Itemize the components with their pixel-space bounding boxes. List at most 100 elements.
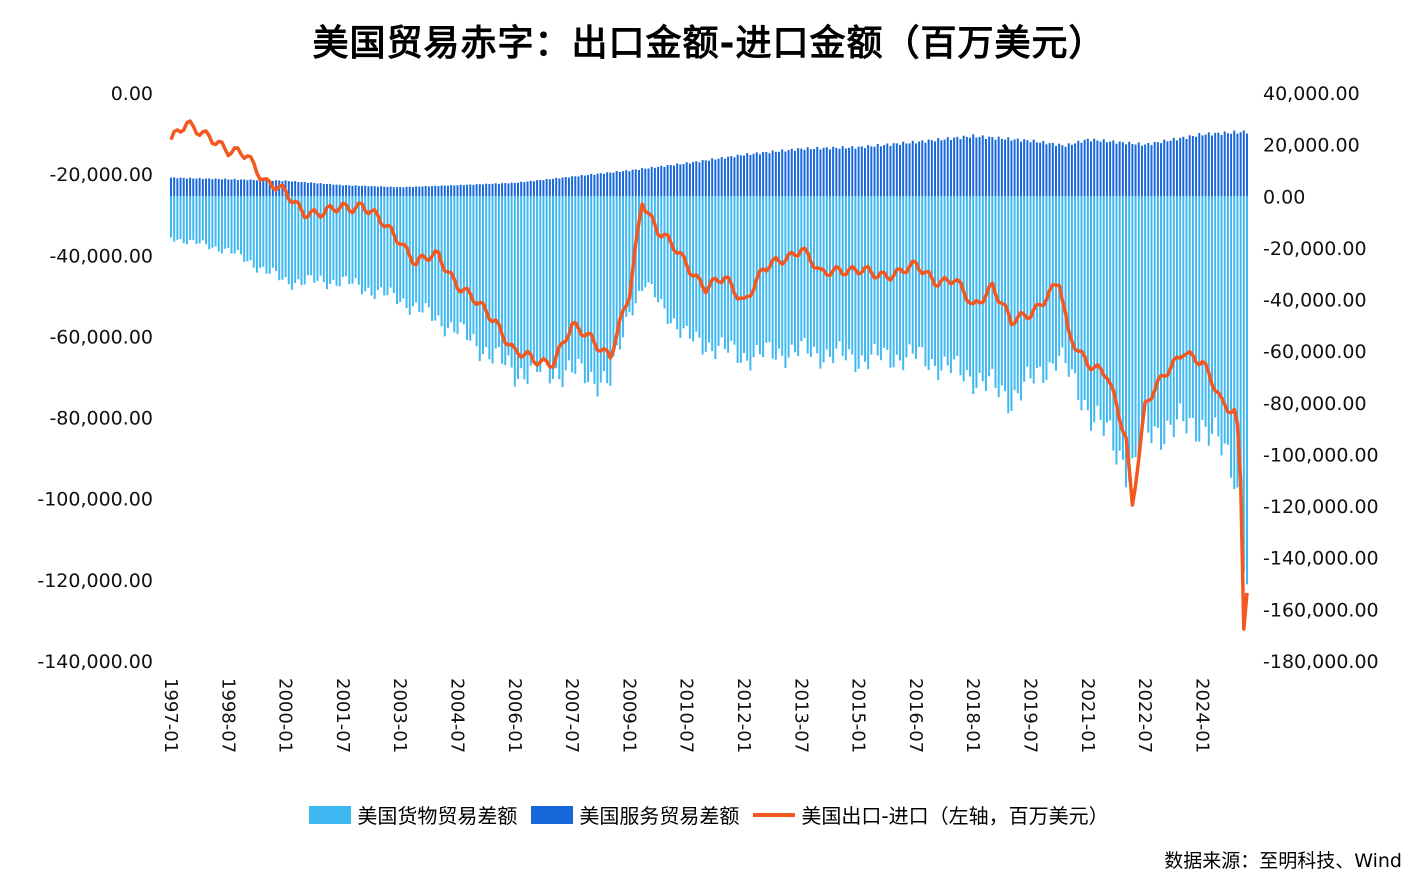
services-bar bbox=[1172, 137, 1175, 197]
services-bar bbox=[1048, 143, 1051, 197]
goods-bar bbox=[310, 196, 313, 276]
goods-bar bbox=[246, 196, 249, 262]
goods-bar bbox=[844, 196, 847, 361]
net-trade-line bbox=[169, 119, 1249, 631]
services-bar bbox=[962, 135, 965, 197]
right-tick-label: 20,000.00 bbox=[1263, 135, 1360, 157]
x-tick-label: 2004-07 bbox=[447, 678, 468, 753]
goods-bar bbox=[1029, 196, 1032, 379]
services-bar bbox=[698, 162, 701, 197]
left-tick-label: -120,000.00 bbox=[37, 570, 153, 592]
goods-bar bbox=[367, 196, 370, 288]
goods-bar bbox=[937, 196, 940, 380]
goods-bar bbox=[1035, 196, 1038, 368]
services-bar bbox=[899, 144, 901, 197]
goods-bar bbox=[195, 196, 198, 245]
goods-bar bbox=[338, 196, 341, 287]
goods-bar bbox=[666, 196, 669, 324]
goods-bar bbox=[720, 196, 723, 338]
goods-bar bbox=[383, 196, 386, 296]
x-tick-label: 2015-01 bbox=[848, 678, 869, 753]
goods-bar bbox=[564, 196, 567, 371]
goods-bar bbox=[908, 196, 911, 345]
goods-bar bbox=[1090, 196, 1092, 431]
services-bar bbox=[975, 137, 978, 197]
goods-bar bbox=[386, 196, 389, 296]
goods-bar bbox=[571, 196, 574, 373]
services-bar bbox=[844, 148, 847, 197]
goods-bar bbox=[453, 196, 456, 333]
goods-bar bbox=[1175, 196, 1178, 420]
services-bar bbox=[720, 157, 723, 197]
goods-bar bbox=[179, 196, 182, 240]
services-bar bbox=[297, 182, 300, 197]
goods-bar bbox=[335, 196, 338, 286]
x-tick-label: 2001-07 bbox=[332, 678, 353, 753]
services-bar bbox=[835, 147, 838, 197]
goods-bar bbox=[1067, 196, 1070, 377]
goods-bar bbox=[446, 196, 449, 328]
services-bar bbox=[453, 185, 456, 197]
services-bar bbox=[345, 185, 348, 197]
services-bar bbox=[1093, 138, 1096, 197]
goods-bar bbox=[1144, 196, 1147, 412]
services-bar bbox=[205, 178, 207, 197]
goods-bar bbox=[434, 196, 437, 321]
services-bar bbox=[634, 169, 637, 197]
right-tick-label: 40,000.00 bbox=[1263, 83, 1360, 105]
services-bar bbox=[997, 136, 1000, 197]
goods-bar bbox=[1242, 196, 1245, 573]
services-bar bbox=[558, 178, 561, 197]
services-bar bbox=[864, 148, 866, 197]
services-bars bbox=[170, 130, 1248, 197]
services-bar bbox=[1242, 130, 1245, 197]
right-axis: 40,000.00 20,000.00 0.00 -20,000.00 -40,000.… bbox=[1263, 83, 1379, 673]
goods-bar bbox=[399, 196, 402, 303]
services-bar bbox=[739, 155, 742, 197]
goods-bar bbox=[708, 196, 710, 343]
services-bar bbox=[793, 150, 796, 197]
services-bar bbox=[361, 185, 363, 197]
goods-bar bbox=[778, 196, 781, 349]
goods-bar bbox=[981, 196, 984, 382]
x-tick-label: 2006-01 bbox=[504, 678, 525, 753]
goods-bar bbox=[832, 196, 835, 364]
services-bar bbox=[1163, 139, 1166, 197]
goods-bar bbox=[1188, 196, 1191, 419]
goods-bar bbox=[1226, 196, 1229, 445]
legend-item-services: 美国服务贸易差额 bbox=[531, 800, 739, 829]
services-bar bbox=[224, 178, 227, 197]
services-bar bbox=[1220, 135, 1223, 197]
goods-bar bbox=[472, 196, 475, 335]
goods-bar bbox=[1140, 196, 1143, 432]
services-bar bbox=[1125, 144, 1128, 197]
services-bar bbox=[1195, 136, 1198, 197]
goods-bar bbox=[545, 196, 548, 366]
goods-bar bbox=[914, 196, 917, 359]
goods-bar bbox=[361, 196, 363, 295]
services-bar bbox=[1115, 143, 1118, 197]
services-bar bbox=[497, 183, 500, 197]
services-bar bbox=[220, 179, 223, 197]
goods-bar bbox=[185, 196, 188, 245]
services-bar bbox=[485, 183, 488, 197]
services-bar bbox=[708, 160, 710, 197]
services-bar bbox=[236, 179, 239, 197]
goods-bar bbox=[1109, 196, 1112, 421]
x-tick-label: 2022-07 bbox=[1134, 678, 1155, 753]
goods-bar bbox=[259, 196, 262, 268]
services-bar bbox=[208, 178, 211, 197]
services-bar bbox=[290, 181, 293, 197]
goods-bar bbox=[895, 196, 898, 355]
goods-bar bbox=[319, 196, 322, 276]
services-bar bbox=[520, 181, 523, 197]
goods-bar bbox=[969, 196, 972, 377]
services-bar bbox=[424, 186, 427, 197]
services-bar bbox=[408, 186, 411, 197]
services-bar bbox=[1188, 135, 1191, 197]
services-bar bbox=[402, 187, 405, 197]
goods-bar bbox=[793, 196, 796, 353]
goods-bar bbox=[532, 196, 535, 359]
services-bar bbox=[440, 185, 443, 197]
goods-bar bbox=[956, 196, 959, 357]
